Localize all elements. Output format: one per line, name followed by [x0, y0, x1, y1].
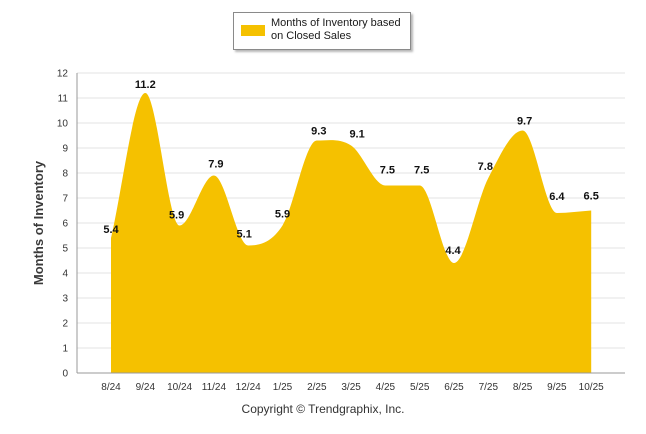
legend-swatch — [241, 25, 265, 36]
y-tick-label: 4 — [62, 269, 68, 280]
axes — [76, 73, 625, 374]
data-label: 7.9 — [208, 159, 223, 171]
x-tick-label: 12/24 — [236, 382, 261, 393]
data-label: 9.1 — [349, 129, 364, 141]
data-label: 4.4 — [445, 245, 461, 257]
data-label: 7.5 — [380, 165, 395, 177]
copyright-footer: Copyright © Trendgraphix, Inc. — [241, 402, 405, 416]
legend: Months of Inventory based on Closed Sale… — [233, 12, 411, 50]
area-fill — [111, 93, 592, 373]
y-tick-label: 3 — [62, 294, 68, 305]
x-tick-label: 8/25 — [513, 382, 533, 393]
x-tick-label: 10/25 — [579, 382, 604, 393]
y-tick-label: 10 — [57, 119, 69, 130]
y-axis-title: Months of Inventory — [31, 160, 46, 285]
y-tick-label: 8 — [62, 169, 68, 180]
y-tick-label: 9 — [62, 144, 68, 155]
x-tick-label: 4/25 — [376, 382, 396, 393]
x-tick-label: 6/25 — [444, 382, 464, 393]
data-labels: 5.4 11.2 5.9 7.9 5.1 5.9 9.3 9.1 7.5 7.5 4.4 7.8 9.7… — [103, 79, 598, 257]
y-tick-label: 2 — [62, 319, 68, 330]
data-label: 9.7 — [517, 116, 532, 128]
data-label: 7.5 — [414, 165, 429, 177]
data-label: 5.9 — [275, 209, 290, 221]
data-label: 5.1 — [237, 229, 252, 241]
y-tick-label: 1 — [62, 344, 68, 355]
x-tick-label: 10/24 — [167, 382, 192, 393]
y-tick-label: 0 — [62, 369, 68, 380]
data-label: 7.8 — [478, 161, 493, 173]
data-label: 5.9 — [169, 210, 184, 222]
area-series — [111, 93, 592, 373]
y-tick-label: 12 — [57, 69, 69, 80]
x-tick-label: 8/24 — [101, 382, 121, 393]
x-tick-label: 5/25 — [410, 382, 430, 393]
legend-label: Months of Inventory based on Closed Sale… — [271, 17, 401, 42]
x-tick-label: 1/25 — [273, 382, 293, 393]
x-tick-label: 7/25 — [479, 382, 499, 393]
x-tick-label: 9/24 — [136, 382, 156, 393]
x-tick-labels: 8/24 9/24 10/24 11/24 12/24 1/25 2/25 3/25 4/25 5… — [101, 382, 604, 393]
data-label: 11.2 — [135, 79, 156, 91]
data-label: 6.5 — [584, 191, 599, 203]
y-tick-label: 7 — [62, 194, 68, 205]
x-tick-label: 9/25 — [547, 382, 567, 393]
data-label: 5.4 — [103, 224, 119, 236]
x-tick-label: 11/24 — [202, 382, 227, 393]
x-tick-label: 3/25 — [341, 382, 361, 393]
y-tick-label: 6 — [62, 219, 68, 230]
x-tick-label: 2/25 — [307, 382, 327, 393]
y-tick-label: 11 — [58, 94, 69, 105]
data-label: 9.3 — [311, 126, 326, 138]
data-label: 6.4 — [549, 191, 565, 203]
y-tick-label: 5 — [62, 244, 68, 255]
